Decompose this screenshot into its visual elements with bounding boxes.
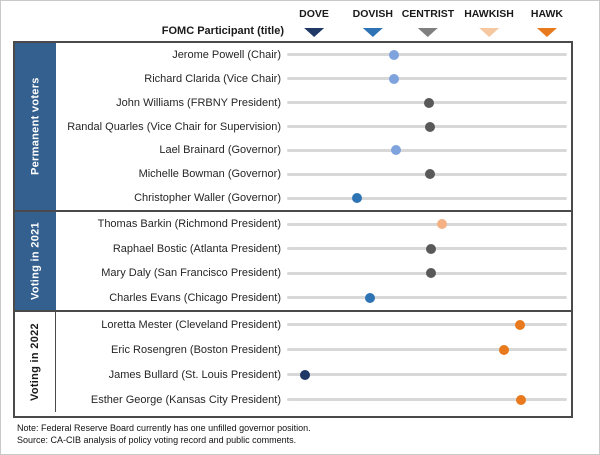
legend-triangle-icon — [417, 28, 438, 37]
participant-name: Raphael Bostic (Atlanta President) — [112, 242, 281, 255]
group-band: Voting in 2021 — [15, 212, 56, 310]
legend-item: DOVE — [299, 8, 329, 37]
participant-row: Esther George (Kansas City President) — [56, 387, 571, 412]
participant-row: Charles Evans (Chicago President) — [56, 286, 571, 311]
participant-row: Randal Quarles (Vice Chair for Supervisi… — [56, 115, 571, 139]
participant-name: Michelle Bowman (Governor) — [138, 168, 281, 181]
stance-dot — [299, 369, 310, 380]
group-rows: Thomas Barkin (Richmond President) Raphae… — [56, 212, 571, 310]
participant-column-header: FOMC Participant (title) — [161, 25, 284, 37]
stance-track — [287, 73, 567, 84]
stance-dot — [425, 169, 436, 180]
voting-group: Permanent voters Jerome Powell (Chair) Ric… — [15, 43, 571, 210]
group-rows: Loretta Mester (Cleveland President) Eric… — [56, 312, 571, 412]
stance-track — [287, 268, 567, 279]
group-label: Voting in 2022 — [29, 323, 41, 401]
legend-label: HAWK — [530, 8, 563, 20]
participant-row: Jerome Powell (Chair) — [56, 43, 571, 67]
participant-name: Thomas Barkin (Richmond President) — [97, 218, 281, 231]
stance-dot — [390, 145, 401, 156]
legend-item: CENTRIST — [401, 8, 455, 37]
stance-track — [287, 369, 567, 380]
participant-name: Charles Evans (Chicago President) — [109, 291, 281, 304]
group-band: Permanent voters — [15, 43, 56, 210]
stance-track — [287, 121, 567, 132]
participant-row: Loretta Mester (Cleveland President) — [56, 312, 571, 337]
legend-label: HAWKISH — [464, 8, 514, 20]
legend-label: DOVISH — [352, 8, 393, 20]
legend-item: HAWK — [531, 8, 563, 37]
stance-dot — [425, 268, 436, 279]
participant-name: Esther George (Kansas City President) — [90, 393, 281, 406]
participant-name: Loretta Mester (Cleveland President) — [101, 318, 281, 331]
stance-track — [287, 49, 567, 60]
participant-row: Lael Brainard (Governor) — [56, 138, 571, 162]
stance-dot — [437, 219, 448, 230]
participant-name: Jerome Powell (Chair) — [172, 48, 281, 61]
stance-track — [287, 243, 567, 254]
stance-dot — [352, 193, 362, 204]
legend-triangle-icon — [362, 28, 383, 37]
stance-dot — [516, 394, 527, 405]
group-label: Permanent voters — [29, 77, 42, 176]
stance-dot — [514, 319, 525, 330]
participant-row: Thomas Barkin (Richmond President) — [56, 212, 571, 237]
voting-group: Voting in 2022 Loretta Mester (Cleveland … — [15, 310, 571, 412]
legend-triangle-icon — [536, 28, 557, 37]
chart-box: Permanent voters Jerome Powell (Chair) Ric… — [13, 41, 573, 418]
participant-row: Raphael Bostic (Atlanta President) — [56, 237, 571, 262]
stance-dot — [388, 73, 399, 84]
participant-name: Christopher Waller (Governor) — [134, 192, 281, 205]
stance-track — [287, 193, 567, 204]
group-rows: Jerome Powell (Chair) Richard Clarida (Vi… — [56, 43, 571, 210]
legend-label: DOVE — [299, 8, 329, 20]
legend-triangle-icon — [479, 28, 499, 37]
stance-track — [287, 169, 567, 180]
participant-name: Lael Brainard (Governor) — [159, 144, 281, 157]
stance-dot — [425, 243, 436, 254]
group-label: Voting in 2021 — [29, 222, 42, 300]
legend-label: CENTRIST — [401, 8, 455, 20]
stance-dot — [423, 97, 434, 108]
participant-row: Mary Daly (San Francisco President) — [56, 261, 571, 286]
stance-track — [287, 97, 567, 108]
participant-name: Randal Quarles (Vice Chair for Supervisi… — [67, 120, 281, 133]
note-line: Note: Federal Reserve Board currently ha… — [17, 423, 311, 433]
participant-name: James Bullard (St. Louis President) — [108, 368, 281, 381]
stance-track — [287, 219, 567, 230]
participant-row: James Bullard (St. Louis President) — [56, 362, 571, 387]
participant-name: Richard Clarida (Vice Chair) — [144, 72, 281, 85]
stance-dot — [364, 292, 375, 303]
voting-group: Voting in 2021 Thomas Barkin (Richmond Pr… — [15, 210, 571, 310]
legend-item: DOVISH — [353, 8, 393, 37]
participant-row: Christopher Waller (Governor) — [56, 186, 571, 210]
footer-notes: Note: Federal Reserve Board currently ha… — [17, 422, 311, 446]
dove-hawk-legend: DOVE DOVISH CENTRIST HAWKISH HAWK — [286, 8, 566, 40]
participant-row: John Williams (FRBNY President) — [56, 91, 571, 115]
stance-dot — [499, 344, 509, 355]
participant-row: Eric Rosengren (Boston President) — [56, 337, 571, 362]
stance-dot — [388, 49, 399, 60]
legend-triangle-icon — [303, 28, 324, 37]
group-band: Voting in 2022 — [15, 312, 56, 412]
participant-name: Eric Rosengren (Boston President) — [111, 343, 281, 356]
stance-track — [287, 344, 567, 355]
participant-row: Richard Clarida (Vice Chair) — [56, 67, 571, 91]
stance-dot — [425, 121, 436, 132]
participant-row: Michelle Bowman (Governor) — [56, 162, 571, 186]
stance-track — [287, 292, 567, 303]
legend-item: HAWKISH — [464, 8, 514, 37]
stance-track — [287, 319, 567, 330]
participant-name: John Williams (FRBNY President) — [116, 96, 281, 109]
participant-name: Mary Daly (San Francisco President) — [101, 267, 281, 280]
stance-track — [287, 145, 567, 156]
stance-track — [287, 394, 567, 405]
source-line: Source: CA-CIB analysis of policy voting… — [17, 435, 297, 445]
